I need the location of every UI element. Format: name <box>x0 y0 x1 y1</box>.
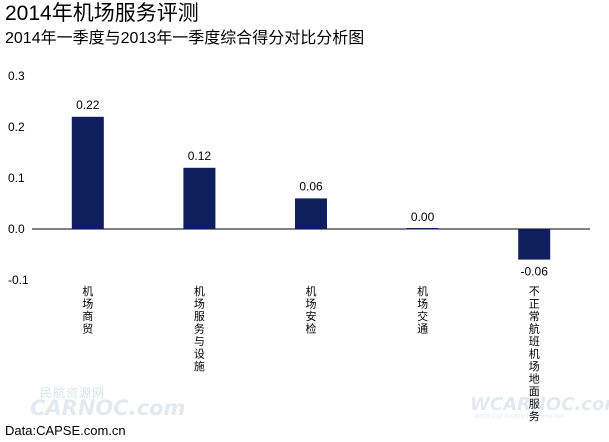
bar <box>518 229 551 260</box>
category-label: 机场安检 <box>306 284 317 336</box>
watermark-cn-text: 民航资源网 <box>40 386 106 400</box>
data-label: 0.12 <box>188 149 212 163</box>
data-label: 0.22 <box>76 98 100 112</box>
category-label: 机场商贸 <box>82 284 93 336</box>
y-tick-label: 0.3 <box>8 69 25 83</box>
category-label: 机场交通 <box>417 284 428 336</box>
data-label: -0.06 <box>521 265 549 279</box>
watermark-right-small-text: World Civil Aviation Resource Net <box>474 414 564 420</box>
data-source: Data:CAPSE.com.cn <box>5 423 126 438</box>
y-tick-label: 0.0 <box>8 222 25 236</box>
category-label: 不正常航班机场地面服务 <box>529 285 540 423</box>
page-title: 2014年机场服务评测 <box>5 2 199 25</box>
watermark-en-text: CARNOC.com <box>30 396 186 420</box>
category-labels-group: 机场商贸 机场服务与设施 机场安检 机场交通 不正常航班机场地面服务 <box>82 284 539 423</box>
bar <box>71 116 104 229</box>
bar <box>183 167 216 229</box>
y-tick-label: -0.1 <box>8 273 29 287</box>
watermark-right-text: WCARNOC.com <box>470 394 609 415</box>
bar <box>295 198 327 229</box>
category-label: 机场服务与设施 <box>194 284 205 373</box>
data-label: 0.00 <box>411 210 435 224</box>
y-tick-label: 0.1 <box>8 171 25 185</box>
bar <box>406 228 439 230</box>
bars-group <box>71 116 551 260</box>
y-axis-ticks: 0.3 0.2 0.1 0.0 -0.1 <box>8 69 29 287</box>
wcarnoc-watermark: WCARNOC.com World Civil Aviation Resourc… <box>470 394 609 424</box>
data-label: 0.06 <box>299 179 323 193</box>
chart-subtitle: 2014年一季度与2013年一季度综合得分对比分析图 <box>5 30 365 47</box>
value-labels-group: 0.22 0.12 0.06 0.00 -0.06 <box>76 98 548 279</box>
carnoc-watermark: 民航资源网 CARNOC.com <box>12 384 185 424</box>
y-tick-label: 0.2 <box>8 120 25 134</box>
